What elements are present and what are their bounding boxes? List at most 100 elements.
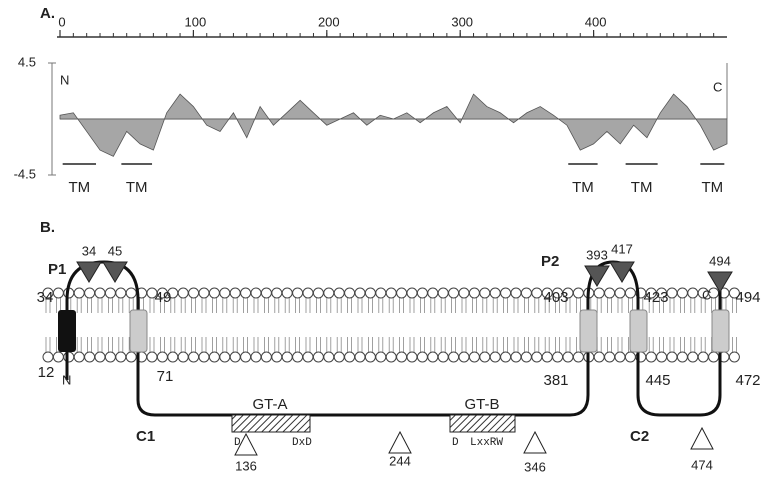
lipid-head [376,288,386,298]
lipid-head [199,352,209,362]
lipid-head [147,352,157,362]
tm-label: TM [631,179,653,196]
lipid-head [646,352,656,362]
figure: A.01002003004004.5-4.5NCTMTMTMTMTMB.P1C1… [0,0,767,482]
lipid-head [688,352,698,362]
residue-label: 12 [38,364,55,381]
lipid-head [126,288,136,298]
lipid-head [417,352,427,362]
lipid-head [53,288,63,298]
lipid-head [511,288,521,298]
lipid-head [438,288,448,298]
lipid-head [261,352,271,362]
glycosylation-site [389,432,411,453]
site-label: 346 [524,459,546,474]
lipid-head [272,288,282,298]
lipid-head [469,288,479,298]
lipid-head [449,352,459,362]
lipid-head [376,352,386,362]
lipid-head [386,288,396,298]
lipid-head [438,352,448,362]
lipid-head [449,288,459,298]
residue-label: 49 [155,289,172,306]
lipid-head [334,352,344,362]
motif-label: DxD [292,437,312,449]
tm-helix [712,310,729,352]
residue-label: 423 [643,289,668,306]
lipid-head [553,352,563,362]
lipid-head [324,352,334,362]
lipid-head [521,288,531,298]
loop-label: C1 [136,428,155,445]
lipid-head [209,352,219,362]
lipid-head [386,352,396,362]
domain-label: GT-A [252,396,287,413]
lipid-head [605,352,615,362]
lipid-head [542,352,552,362]
lipid-head [126,352,136,362]
gt-domain [232,415,310,432]
n-terminus-label: N [60,72,69,87]
lipid-head [688,288,698,298]
tm-helix [58,310,76,352]
lipid-head [667,352,677,362]
lipid-head [345,352,355,362]
lipid-head [313,352,323,362]
lipid-head [480,352,490,362]
site-label: 136 [235,458,257,473]
x-tick-label: 200 [318,14,340,29]
lipid-head [95,288,105,298]
residue-label: 34 [37,289,54,306]
lipid-head [293,352,303,362]
lipid-head [459,352,469,362]
lipid-head [501,288,511,298]
panel-label: A. [40,5,55,22]
glycosylation-site [691,428,713,449]
lipid-head [657,352,667,362]
glycosylation-site [103,262,127,282]
lipid-head [324,288,334,298]
lipid-head [189,352,199,362]
lipid-head [563,352,573,362]
lipid-head [605,288,615,298]
loop-label: C2 [630,428,649,445]
residue-label: 403 [543,289,568,306]
lipid-head [480,288,490,298]
tm-helix [130,310,147,352]
lipid-head [95,352,105,362]
lipid-head [698,352,708,362]
lipid-head [209,288,219,298]
lipid-head [428,352,438,362]
x-tick-label: 100 [185,14,207,29]
lipid-head [189,288,199,298]
lipid-head [625,352,635,362]
lipid-head [407,352,417,362]
site-label: 244 [389,453,411,468]
lipid-head [407,288,417,298]
lipid-head [116,352,126,362]
lipid-head [313,288,323,298]
lipid-head [168,352,178,362]
loop-label: P1 [48,261,66,278]
lipid-head [615,352,625,362]
lipid-head [594,288,604,298]
lipid-head [157,352,167,362]
lipid-head [293,288,303,298]
lipid-head [251,288,261,298]
lipid-head [355,288,365,298]
site-label: 474 [691,457,713,472]
tm-label: TM [572,179,594,196]
glycosylation-site [77,262,101,282]
glycosylation-site [524,432,546,453]
site-label: 393 [586,247,608,262]
lipid-head [709,352,719,362]
lipid-head [334,288,344,298]
panels: A.01002003004004.5-4.5NCTMTMTMTMTMB.P1C1… [14,5,761,474]
y-tick-label: -4.5 [14,166,36,181]
lipid-head [355,352,365,362]
residue-label: 494 [735,289,760,306]
lipid-head [220,352,230,362]
tm-label: TM [69,179,91,196]
hydropathy-profile [60,94,727,156]
lipid-head [490,288,500,298]
